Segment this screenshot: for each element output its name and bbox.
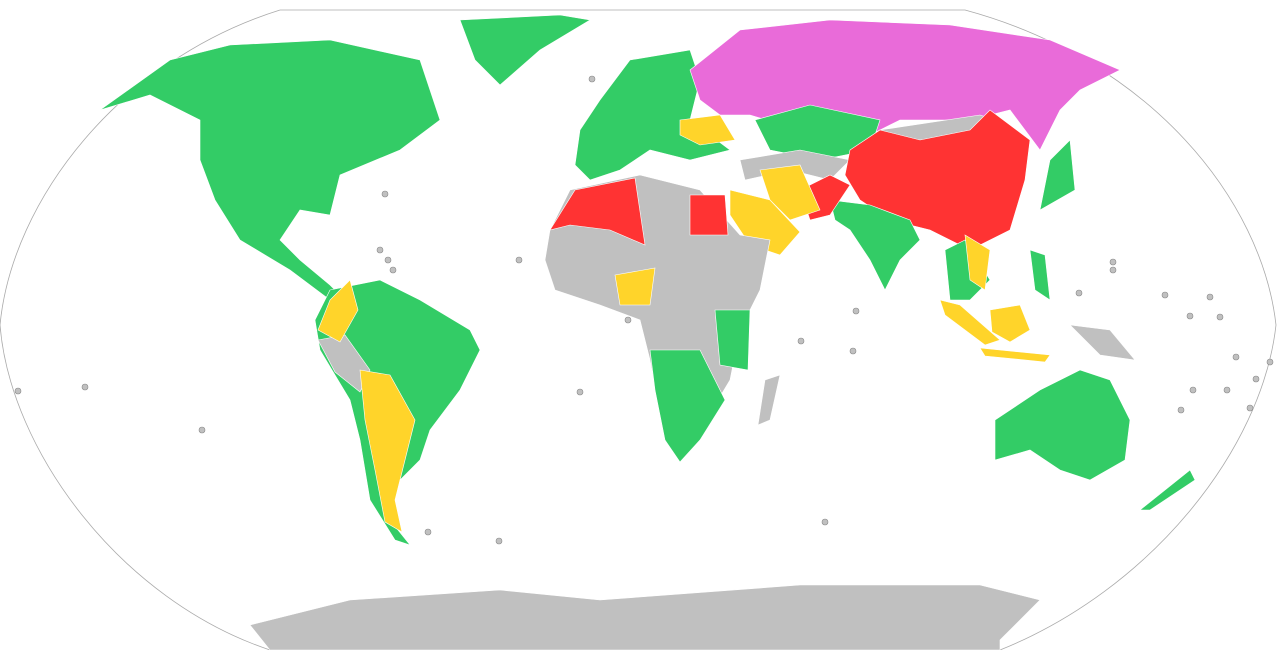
region-east-africa bbox=[714, 309, 751, 371]
island-marker bbox=[624, 316, 632, 324]
island-marker bbox=[1075, 289, 1083, 297]
island-marker bbox=[852, 307, 860, 315]
island-marker bbox=[389, 266, 397, 274]
island-marker bbox=[821, 518, 829, 526]
island-marker bbox=[81, 383, 89, 391]
island-marker bbox=[1252, 375, 1260, 383]
region-vietnam-region bbox=[964, 234, 991, 291]
region-new-guinea-region bbox=[1069, 324, 1136, 361]
region-greenland bbox=[459, 14, 591, 86]
island-marker bbox=[1246, 404, 1254, 412]
region-borneo-region bbox=[989, 304, 1031, 343]
region-argentina-region bbox=[359, 369, 416, 533]
island-marker bbox=[849, 347, 857, 355]
region-philippines-region bbox=[1029, 249, 1051, 301]
island-marker bbox=[1186, 312, 1194, 320]
region-australia bbox=[994, 369, 1131, 481]
region-java-region bbox=[979, 347, 1051, 363]
island-marker bbox=[198, 426, 206, 434]
island-marker bbox=[576, 388, 584, 396]
island-marker bbox=[1206, 293, 1214, 301]
region-madagascar bbox=[757, 374, 781, 426]
region-europe bbox=[574, 49, 731, 181]
island-marker bbox=[1232, 353, 1240, 361]
island-marker bbox=[384, 256, 392, 264]
region-north-africa-region bbox=[549, 177, 646, 246]
region-sumatra-region bbox=[939, 299, 1001, 346]
region-antarctica bbox=[249, 584, 1041, 650]
region-southern-africa bbox=[649, 349, 726, 463]
region-egypt-region bbox=[689, 194, 729, 236]
island-marker bbox=[515, 256, 523, 264]
island-marker bbox=[424, 528, 432, 536]
island-marker bbox=[1266, 358, 1274, 366]
island-marker bbox=[1109, 266, 1117, 274]
island-marker bbox=[14, 387, 22, 395]
island-marker bbox=[1189, 386, 1197, 394]
island-marker bbox=[381, 190, 389, 198]
island-marker bbox=[376, 246, 384, 254]
island-marker bbox=[495, 537, 503, 545]
region-iran-region bbox=[759, 164, 821, 221]
region-new-zealand bbox=[1139, 469, 1196, 511]
region-colombia-region bbox=[317, 279, 359, 343]
region-ukraine-region bbox=[679, 114, 736, 146]
island-marker bbox=[1161, 291, 1169, 299]
island-marker bbox=[797, 337, 805, 345]
island-marker bbox=[1223, 386, 1231, 394]
island-marker bbox=[1177, 406, 1185, 414]
region-north-america bbox=[99, 39, 441, 301]
region-japan-region bbox=[1039, 139, 1076, 211]
region-nigeria-region bbox=[614, 267, 656, 306]
island-marker bbox=[588, 75, 596, 83]
island-marker bbox=[1109, 258, 1117, 266]
region-india-region bbox=[829, 199, 921, 291]
island-marker bbox=[1216, 313, 1224, 321]
